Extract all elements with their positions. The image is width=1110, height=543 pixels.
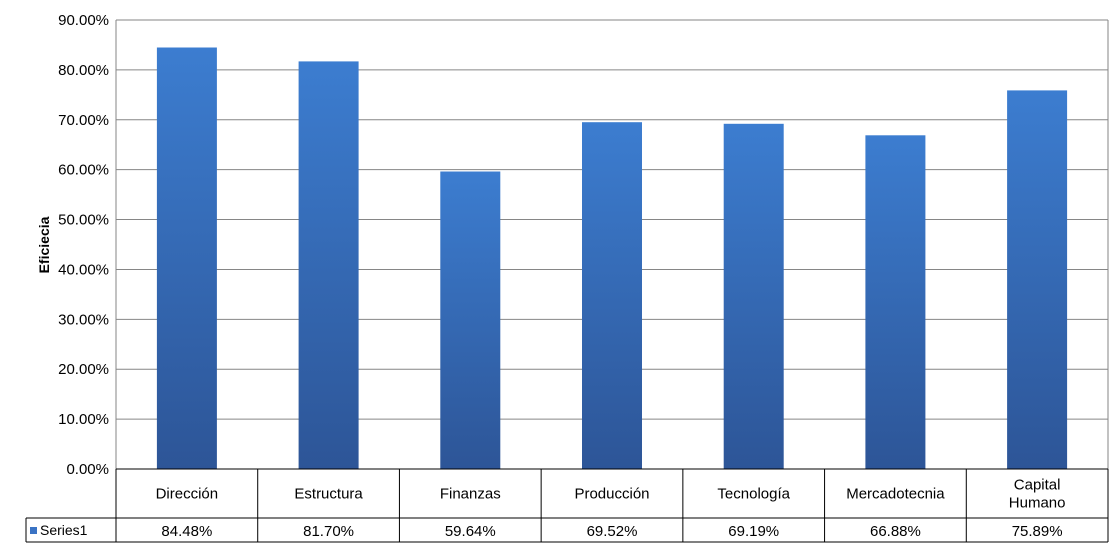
y-axis-title: Eficiecia — [36, 216, 52, 273]
category-label: Estructura — [294, 486, 363, 503]
legend-label: Series1 — [40, 522, 88, 538]
y-tick-label: 80.00% — [58, 62, 109, 79]
y-tick-label: 20.00% — [58, 361, 109, 378]
data-label: 59.64% — [445, 523, 496, 540]
y-tick-label: 50.00% — [58, 212, 109, 229]
data-label: 69.19% — [728, 523, 779, 540]
y-tick-label: 60.00% — [58, 162, 109, 179]
data-label: 81.70% — [303, 523, 354, 540]
bar — [582, 122, 642, 469]
bar — [298, 61, 359, 470]
bar — [723, 123, 784, 470]
y-tick-label: 30.00% — [58, 311, 109, 328]
bar — [865, 135, 926, 470]
y-tick-label: 10.00% — [58, 411, 109, 428]
bar — [156, 47, 217, 469]
y-tick-label: 0.00% — [66, 461, 109, 478]
y-tick-label: 90.00% — [58, 12, 109, 29]
data-table: Dirección Estructura Finanzas Producción Tec… — [25, 468, 1109, 543]
category-label: Tecnología — [717, 486, 790, 503]
category-label: Dirección — [156, 486, 219, 503]
y-tick-label: 40.00% — [58, 261, 109, 278]
bar — [1007, 90, 1068, 470]
category-label: Capital Humano — [1009, 477, 1066, 512]
category-label: Mercadotecnia — [846, 486, 945, 503]
data-label: 69.52% — [587, 523, 638, 540]
bars — [156, 47, 1068, 470]
y-axis-ticks: 0.00% 10.00% 20.00% 30.00% 40.00% 50.00% 60.00… — [58, 12, 109, 478]
legend-swatch — [30, 527, 37, 534]
data-label: 66.88% — [870, 523, 921, 540]
category-label: Producción — [574, 486, 649, 503]
bar — [440, 171, 501, 469]
data-label: 75.89% — [1012, 523, 1063, 540]
y-tick-label: 70.00% — [58, 112, 109, 129]
data-label: 84.48% — [161, 523, 212, 540]
category-label: Finanzas — [440, 486, 501, 503]
